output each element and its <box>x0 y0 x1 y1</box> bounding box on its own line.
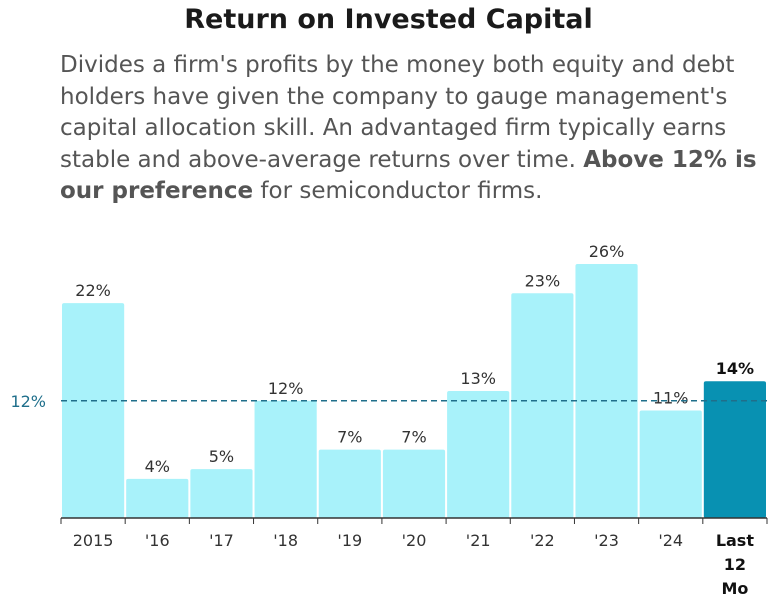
data-label-10: 14% <box>716 359 754 378</box>
x-tick-label-0: 2015 <box>73 531 114 550</box>
data-label-6: 13% <box>460 369 496 388</box>
bars-group <box>62 264 766 518</box>
data-label-1: 4% <box>145 457 170 476</box>
subtitle-emphasis: Above 12% is our preference <box>60 146 757 205</box>
x-tick-label-5: '20 <box>402 531 427 550</box>
data-label-3: 12% <box>268 379 304 398</box>
x-tick-label-8: '23 <box>594 531 619 550</box>
x-axis-ticks <box>60 518 768 524</box>
chart-title: Return on Invested Capital <box>184 4 593 35</box>
bar-4 <box>318 449 381 518</box>
chart-subtitle: Divides a firm's profits by the money bo… <box>60 50 772 208</box>
data-label-8: 26% <box>589 242 625 261</box>
x-axis-tick-labels: 2015 '16 '17 '18 '19 '20 '21 '22 '23 '24 Last 12 Mo <box>73 531 755 598</box>
bar-0 <box>62 303 125 518</box>
data-label-0: 22% <box>75 281 111 300</box>
bar-9 <box>639 410 702 518</box>
bar-5 <box>382 449 446 518</box>
subtitle-text-end: for semiconductor firms. <box>253 178 543 204</box>
data-label-7: 23% <box>525 271 561 290</box>
data-label-9: 11% <box>653 389 689 408</box>
x-tick-label-10: Last 12 Mo <box>716 531 755 598</box>
data-labels-group: 22% 4% 5% 12% 7% 7% 13% 23% 26% 11% 14% <box>75 242 754 476</box>
bar-2 <box>190 469 253 518</box>
x-tick-label-9: '24 <box>658 531 683 550</box>
x-tick-label-3: '18 <box>273 531 298 550</box>
bar-6 <box>447 391 510 518</box>
reference-line-label: 12% <box>10 392 46 411</box>
x-tick-label-7: '22 <box>530 531 555 550</box>
data-label-4: 7% <box>337 428 362 447</box>
subtitle-text: Divides a firm's profits by the money bo… <box>60 52 735 173</box>
bar-7 <box>511 293 574 518</box>
data-label-2: 5% <box>209 447 234 466</box>
x-tick-label-2: '17 <box>209 531 234 550</box>
data-label-5: 7% <box>401 428 426 447</box>
x-tick-label-4: '19 <box>337 531 362 550</box>
bar-3 <box>254 400 317 518</box>
bar-1 <box>126 478 189 518</box>
bar-10 <box>703 381 766 518</box>
x-tick-label-6: '21 <box>466 531 491 550</box>
bar-8 <box>575 264 638 518</box>
x-tick-label-1: '16 <box>145 531 170 550</box>
